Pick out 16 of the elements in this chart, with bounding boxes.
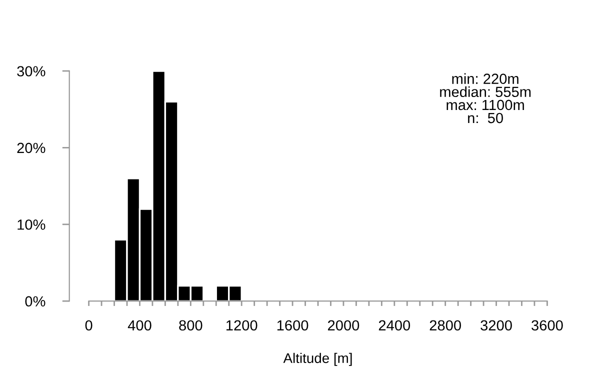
x-tick-label: 1200 [226, 320, 258, 331]
x-tick-label: 3600 [532, 320, 563, 331]
y-tick-label: 30% [17, 66, 46, 76]
x-tick-label: 2400 [378, 320, 410, 331]
x-tick-label: 3200 [480, 320, 512, 331]
y-tick-label: 10% [18, 219, 46, 230]
y-tick-label: 0% [25, 296, 46, 307]
x-tick-label: 0 [85, 320, 92, 331]
x-tick-label: 400 [128, 320, 152, 331]
x-tick-label: 800 [179, 320, 202, 331]
y-tick-label: 20% [17, 142, 46, 154]
x-axis-title: Altitude [m] [283, 352, 352, 366]
x-tick-label: 2800 [430, 320, 461, 331]
x-tick-label: 1600 [277, 320, 308, 331]
annotation: min: 220m median: 555m max: 1100m n: 50 [440, 73, 531, 124]
x-tick-label: 2000 [328, 320, 360, 331]
